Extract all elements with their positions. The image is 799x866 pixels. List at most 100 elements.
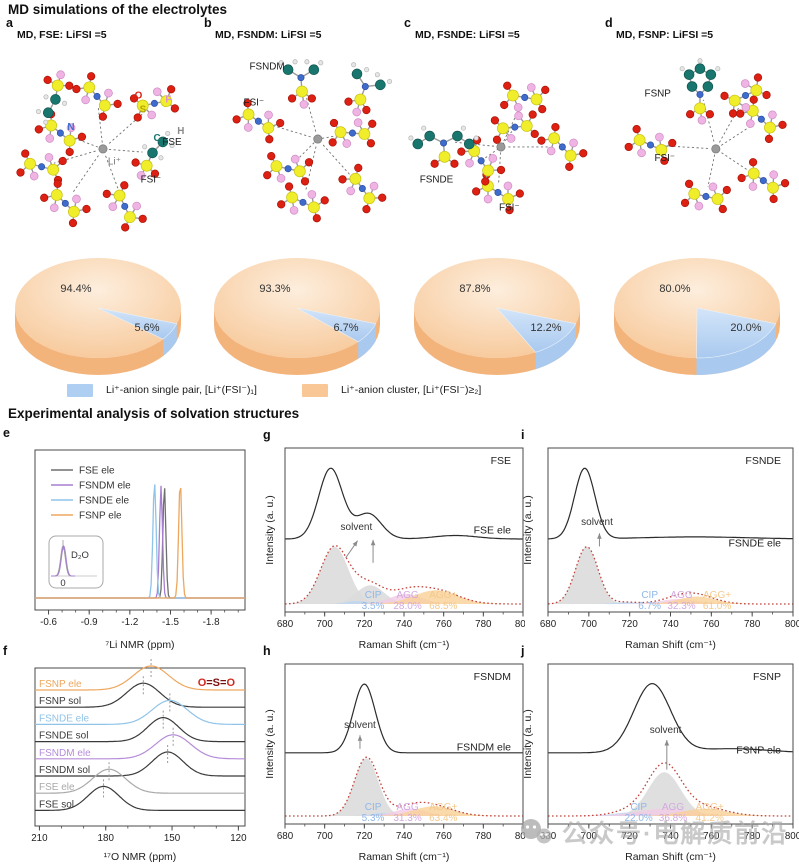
svg-text:780: 780 xyxy=(744,619,761,630)
svg-text:720: 720 xyxy=(356,831,373,842)
svg-text:800: 800 xyxy=(515,619,525,630)
svg-text:720: 720 xyxy=(356,619,373,630)
svg-text:800: 800 xyxy=(785,619,799,630)
md-subtitle-b: MD, FSNDM: LiFSI =5 xyxy=(215,29,322,41)
panel-letter-f: f xyxy=(3,644,8,658)
svg-text:760: 760 xyxy=(435,831,452,842)
legend-label-single-pair: Li⁺-anion single pair, [Li⁺(FSI⁻)₁] xyxy=(106,384,257,396)
svg-text:-1.2: -1.2 xyxy=(121,617,138,628)
svg-text:Raman Shift (cm⁻¹): Raman Shift (cm⁻¹) xyxy=(625,639,716,651)
svg-text:CIP: CIP xyxy=(630,802,647,813)
svg-text:Intensity (a. u.): Intensity (a. u.) xyxy=(264,709,276,778)
svg-text:FSNDE sol: FSNDE sol xyxy=(39,731,88,742)
svg-text:31.3%: 31.3% xyxy=(393,813,421,824)
svg-text:5.3%: 5.3% xyxy=(362,813,385,824)
svg-text:AGG+: AGG+ xyxy=(429,802,457,813)
svg-text:¹⁷O NMR (ppm): ¹⁷O NMR (ppm) xyxy=(104,851,177,863)
svg-text:CIP: CIP xyxy=(641,590,658,601)
svg-text:FSNDE ele: FSNDE ele xyxy=(728,537,781,549)
svg-text:FSNP: FSNP xyxy=(645,88,672,99)
svg-text:CIP: CIP xyxy=(365,802,382,813)
svg-text:FSNDE ele: FSNDE ele xyxy=(39,713,89,724)
svg-text:6.7%: 6.7% xyxy=(333,322,358,334)
panel-letter-e: e xyxy=(3,426,10,440)
panel-letter-a: a xyxy=(6,16,13,30)
molecule-canvas-b: FSNDM FSI⁻ xyxy=(232,59,393,223)
svg-text:700: 700 xyxy=(581,831,598,842)
svg-text:63.4%: 63.4% xyxy=(429,813,457,824)
svg-text:87.8%: 87.8% xyxy=(459,283,490,295)
pie-chart-d: 80.0% 20.0% xyxy=(614,258,780,375)
svg-text:720: 720 xyxy=(621,831,638,842)
svg-text:0: 0 xyxy=(60,578,65,589)
svg-text:22.0%: 22.0% xyxy=(624,813,652,824)
svg-text:FSE: FSE xyxy=(162,137,182,148)
svg-text:680: 680 xyxy=(277,831,294,842)
svg-text:Intensity (a. u.): Intensity (a. u.) xyxy=(522,495,534,564)
svg-text:FSE: FSE xyxy=(491,455,511,467)
panel-letter-h: h xyxy=(263,644,271,658)
svg-text:solvent: solvent xyxy=(581,517,613,528)
raman-plot-fsndm: Intensity (a. u.) FSNDM FSNDM ele solvent CI… xyxy=(264,663,532,863)
svg-text:Raman Shift (cm⁻¹): Raman Shift (cm⁻¹) xyxy=(625,851,716,863)
svg-text:FSNDM ele: FSNDM ele xyxy=(39,748,91,759)
svg-text:94.4%: 94.4% xyxy=(60,283,91,295)
svg-text:FSNDM ele: FSNDM ele xyxy=(457,741,511,753)
svg-text:Raman Shift (cm⁻¹): Raman Shift (cm⁻¹) xyxy=(359,851,450,863)
svg-text:720: 720 xyxy=(621,619,638,630)
panel-f-o17-nmr: FSNP ele FSNP sol FSNDE ele FSNDE sol FSNDM … xyxy=(0,656,258,866)
raman-plot-fsnde: Intensity (a. u.) FSNDE FSNDE ele solvent CI… xyxy=(522,447,799,651)
svg-text:61.0%: 61.0% xyxy=(703,601,731,612)
svg-text:28.0%: 28.0% xyxy=(393,601,421,612)
legend-swatch-cluster xyxy=(302,384,328,397)
svg-text:Intensity (a. u.): Intensity (a. u.) xyxy=(264,495,276,564)
legend-swatch-single-pair xyxy=(67,384,93,397)
svg-text:solvent: solvent xyxy=(341,522,373,533)
md-subtitle-d: MD, FSNP: LiFSI =5 xyxy=(616,29,714,41)
svg-text:-0.6: -0.6 xyxy=(40,617,57,628)
svg-text:36.8%: 36.8% xyxy=(659,813,687,824)
o17-nmr-plot: FSNP ele FSNP sol FSNDE ele FSNDE sol FSNDM … xyxy=(31,659,247,863)
svg-text:AGG: AGG xyxy=(670,590,692,601)
svg-text:AGG+: AGG+ xyxy=(696,802,724,813)
svg-text:FSNP ele: FSNP ele xyxy=(39,679,82,690)
svg-text:12.2%: 12.2% xyxy=(530,322,561,334)
svg-text:700: 700 xyxy=(316,831,333,842)
svg-text:S: S xyxy=(140,104,147,115)
svg-text:700: 700 xyxy=(316,619,333,630)
li-nmr-plot: FSE ele FSNDM ele FSNDE ele FSNP ele D₂O 0 -0.… xyxy=(34,449,246,651)
svg-text:3.5%: 3.5% xyxy=(362,601,385,612)
md-subtitle-c: MD, FSNDE: LiFSI =5 xyxy=(415,29,520,41)
svg-text:680: 680 xyxy=(540,619,557,630)
svg-text:FSNDM ele: FSNDM ele xyxy=(79,481,131,492)
svg-text:FSNDE: FSNDE xyxy=(420,175,454,186)
svg-text:FSE ele: FSE ele xyxy=(474,524,512,536)
svg-text:210: 210 xyxy=(31,833,48,844)
molecule-canvas-a: O F N S C H Li⁺ FSE FSI⁻ xyxy=(16,70,184,232)
md-section-title: MD simulations of the electrolytes xyxy=(8,2,228,17)
svg-text:32.3%: 32.3% xyxy=(667,601,695,612)
svg-text:F: F xyxy=(165,94,171,105)
panel-i-raman-fsnde: Intensity (a. u.) FSNDE FSNDE ele solvent CI… xyxy=(521,440,799,657)
svg-text:760: 760 xyxy=(703,831,720,842)
svg-text:150: 150 xyxy=(164,833,181,844)
svg-text:FSNDE ele: FSNDE ele xyxy=(79,496,129,507)
svg-text:FSE ele: FSE ele xyxy=(39,782,75,793)
svg-text:20.0%: 20.0% xyxy=(730,322,761,334)
svg-text:AGG: AGG xyxy=(396,590,418,601)
svg-text:180: 180 xyxy=(98,833,115,844)
svg-text:780: 780 xyxy=(475,831,492,842)
panel-letter-b: b xyxy=(204,16,212,30)
legend-label-cluster: Li⁺-anion cluster, [Li⁺(FSI⁻)≥₂] xyxy=(341,384,482,396)
svg-text:solvent: solvent xyxy=(344,720,376,731)
svg-text:FSE ele: FSE ele xyxy=(79,466,115,477)
svg-text:AGG+: AGG+ xyxy=(703,590,731,601)
svg-text:CIP: CIP xyxy=(365,590,382,601)
svg-text:760: 760 xyxy=(435,619,452,630)
svg-text:-1.8: -1.8 xyxy=(203,617,220,628)
svg-text:Intensity (a. u.): Intensity (a. u.) xyxy=(522,709,534,778)
svg-text:700: 700 xyxy=(581,619,598,630)
svg-text:FSNDM: FSNDM xyxy=(474,671,511,683)
svg-text:-0.9: -0.9 xyxy=(81,617,98,628)
